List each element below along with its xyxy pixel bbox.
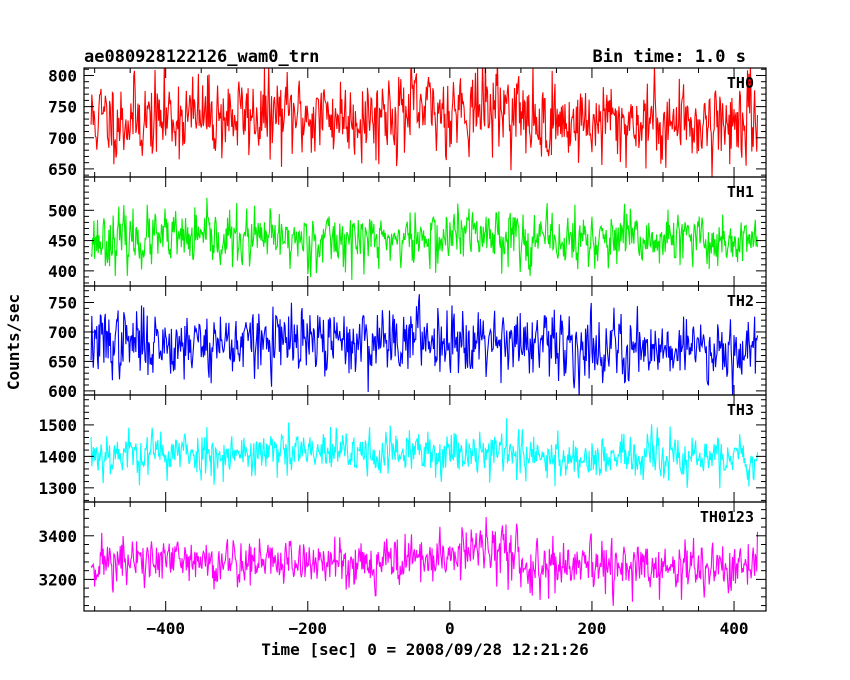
y-axis-label: Counts/sec [4,294,23,390]
y-tick-label: 1400 [38,447,77,466]
panel-label: TH2 [727,292,754,310]
y-tick-label: 400 [48,262,77,281]
y-tick-label: 800 [48,66,77,85]
panel-th0123: 3200 3400 TH0123 [38,501,767,612]
series-line-th3 [90,418,759,489]
bin-time-label: Bin time: 1.0 s [592,47,746,67]
panel-label: TH0123 [700,508,754,526]
panel-frame [83,501,767,612]
panel-label: TH0 [727,74,754,92]
series-line-th2 [90,294,759,395]
x-tick-label: 200 [577,619,606,638]
y-tick-label: 750 [48,293,77,312]
chart-title: ae080928122126_wam0_trn [84,47,319,67]
x-tick-label: −400 [146,619,185,638]
panel-th1: 400 450 500 TH1 [48,176,767,287]
series-line-th0 [90,68,759,177]
series-line-th1 [90,197,759,281]
x-axis: −400 −200 0 200 400 [146,619,748,638]
y-tick-label: 650 [48,352,77,371]
panel-stack: 650 700 750 800 TH0 400 450 500 TH1 600 650 700 750 T… [38,66,767,612]
x-tick-label: 0 [445,619,455,638]
panel-label: TH3 [727,401,754,419]
series-line-th0123 [90,516,759,606]
panel-label: TH1 [727,183,754,201]
x-tick-label: −200 [289,619,328,638]
y-tick-label: 600 [48,382,77,401]
y-tick-label: 1300 [38,479,77,498]
panel-th2: 600 650 700 750 TH2 [48,285,767,401]
y-tick-label: 650 [48,160,77,179]
x-tick-label: 400 [720,619,749,638]
y-tick-label: 700 [48,129,77,148]
panel-th3: 1300 1400 1500 TH3 [38,394,767,503]
y-tick-label: 750 [48,98,77,117]
x-axis-label: Time [sec] 0 = 2008/09/28 12:21:26 [261,640,589,659]
y-tick-label: 450 [48,232,77,251]
y-tick-label: 3200 [38,570,77,589]
y-tick-label: 3400 [38,527,77,546]
y-tick-label: 1500 [38,416,77,435]
panel-th0: 650 700 750 800 TH0 [48,66,767,179]
y-tick-label: 700 [48,323,77,342]
y-tick-label: 500 [48,201,77,220]
